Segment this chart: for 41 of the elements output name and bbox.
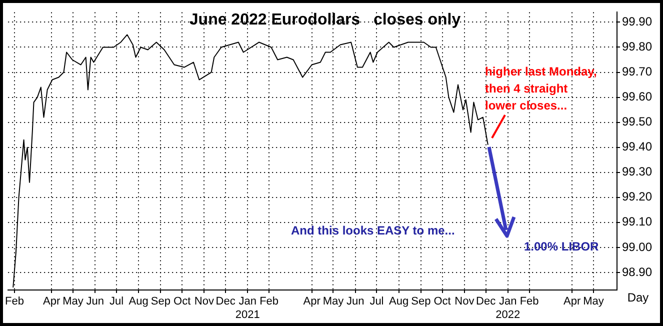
x-tick-label: Oct xyxy=(434,296,451,308)
y-tick-label: 99.90 xyxy=(622,14,652,29)
x-tick-label: May xyxy=(583,296,604,308)
x-axis-title: Day xyxy=(627,290,649,304)
y-tick-label: 99.70 xyxy=(622,64,652,79)
y-tick-label: 99.10 xyxy=(622,214,652,229)
x-tick-label: Sep xyxy=(150,296,170,308)
x-tick-label: Nov xyxy=(454,296,475,308)
x-tick-label: Apr xyxy=(43,296,60,308)
x-tick-label: May xyxy=(62,296,84,308)
x-tick-label: Jan 2022 xyxy=(496,296,520,321)
x-tick-label: Feb xyxy=(260,296,279,308)
x-tick-label: Oct xyxy=(174,296,191,308)
x-tick-label: Jul xyxy=(109,296,124,308)
y-tick-label: 99.80 xyxy=(622,40,652,54)
x-tick-label: Jan 2021 xyxy=(235,296,260,321)
x-tick-label: Dec xyxy=(476,296,496,308)
x-tick-label: Jun xyxy=(346,296,364,308)
y-tick-label: 99.20 xyxy=(622,190,652,204)
y-tick-label: 99.30 xyxy=(622,164,652,179)
x-tick-label: Aug xyxy=(128,296,148,308)
x-tick-label: Dec xyxy=(216,296,236,308)
x-tick-label: Aug xyxy=(389,296,409,308)
y-tick-label: 99.60 xyxy=(622,90,652,104)
chart-title: June 2022 Eurodollars closes only xyxy=(189,11,461,28)
annotation: 1.00% LIBOR xyxy=(524,239,600,254)
y-tick-label: 98.90 xyxy=(622,264,652,279)
x-tick-label: Sep xyxy=(411,296,431,308)
annotation: And this looks EASY to me... xyxy=(291,223,455,238)
x-tick-label: Apr xyxy=(564,296,581,308)
annotation: higher last Monday, then 4 straight lower closes... xyxy=(485,64,597,112)
x-tick-label: Apr xyxy=(303,296,321,308)
y-tick-label: 99.40 xyxy=(622,140,652,154)
x-tick-label: Jun xyxy=(86,296,104,308)
x-tick-label: Jul xyxy=(370,296,384,308)
y-tick-label: 99.50 xyxy=(622,114,652,129)
x-tick-label: Feb xyxy=(520,296,539,308)
x-tick-label: Feb xyxy=(5,296,24,308)
x-tick-label: May xyxy=(322,296,344,308)
x-tick-label: Nov xyxy=(194,296,214,308)
y-tick-label: 99.00 xyxy=(622,240,652,254)
